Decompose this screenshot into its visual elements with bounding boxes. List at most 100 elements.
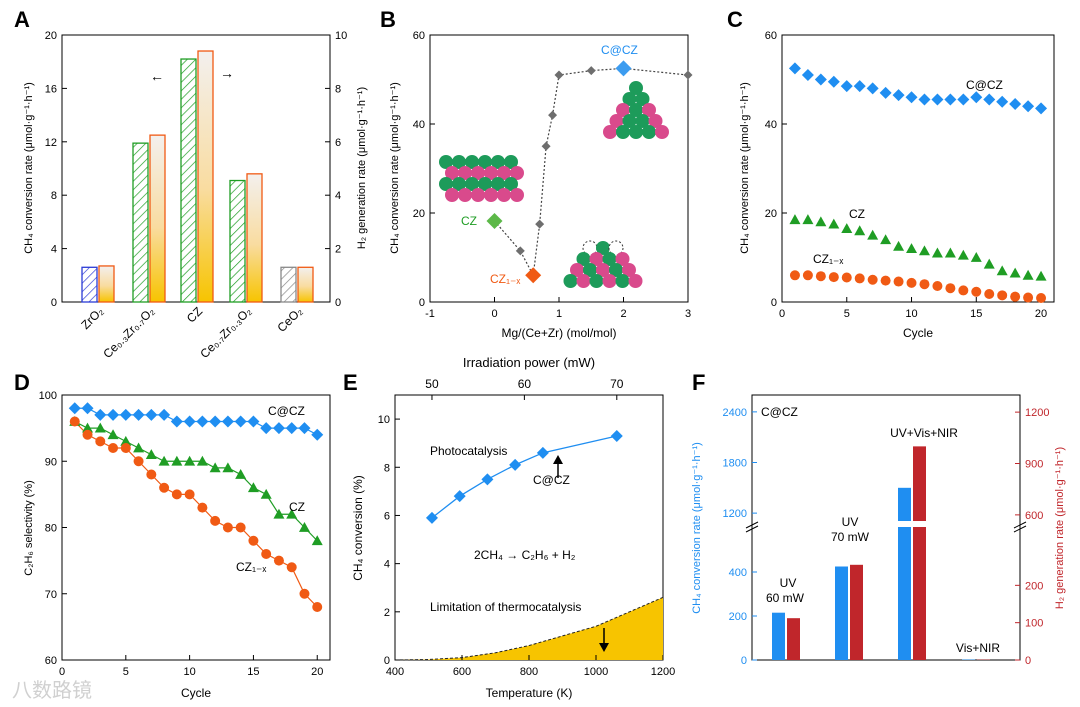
panel-c-point-czx	[1023, 292, 1034, 303]
panel-d-point-cz	[171, 455, 183, 466]
panel-a-y-tick-label: 0	[51, 297, 57, 309]
panel-d-xlabel: Cycle	[181, 686, 211, 700]
panel-c-point-czx	[997, 290, 1008, 301]
panel-b-data	[486, 60, 693, 284]
panel-c-point-czx	[919, 279, 930, 290]
panel-f-bar-ch4	[835, 566, 848, 660]
panel-a-bars	[81, 50, 314, 303]
panel-c-point-cz	[931, 247, 943, 258]
panel-e-photo-point	[610, 429, 623, 442]
panel-d-point-czx	[108, 443, 119, 453]
panel-c-xlabel: Cycle	[903, 326, 933, 340]
panel-e-y-tick-label: 4	[384, 559, 390, 571]
panel-b-y-tick-label: 60	[413, 30, 425, 42]
panel-b-atom-left	[439, 155, 453, 169]
panel-c-point-czx	[906, 277, 917, 288]
panel-b-atom-vacancy	[615, 274, 630, 288]
panel-e-y-tick-label: 8	[384, 462, 390, 474]
panel-d-point-ccz	[196, 415, 209, 428]
panel-letter-d: D	[14, 370, 30, 395]
panel-b-point	[683, 70, 693, 80]
panel-letter-b: B	[380, 7, 396, 32]
panel-e-x2-tick-label: 70	[610, 377, 624, 391]
panel-c-point-czx	[971, 286, 982, 297]
panel-c-point-cz	[841, 223, 853, 233]
panel-d-x-tick-label: 10	[183, 666, 195, 678]
panel-c-point-czx	[854, 273, 865, 284]
panel-c-point-cz	[996, 265, 1008, 276]
panel-d-point-czx	[133, 456, 144, 467]
panel-b-point-ccz	[615, 60, 632, 77]
panel-c-point-czx	[828, 272, 839, 283]
panel-d-x-tick-label: 15	[247, 666, 259, 678]
panel-c-point-czx	[867, 274, 878, 285]
panel-c: 0 20 40 60 0 5 10 15 20 C@CZ CZ CZ₁₋ₓ Cycle CH₄ …	[739, 30, 1055, 340]
panel-b-label-czx: CZ₁₋ₓ	[490, 272, 520, 286]
panel-d-point-ccz	[158, 408, 171, 421]
panel-b-label-cz: CZ	[461, 214, 477, 228]
panel-b-atom-left	[510, 166, 524, 180]
panel-b-atom-vacancy	[576, 274, 591, 288]
panel-d-axes: 60 70 80 90 100 0 5 10 15 20	[39, 390, 324, 678]
panel-d-point-ccz	[298, 422, 311, 435]
panel-b-atom-left	[491, 177, 505, 191]
panel-c-point-czx	[1010, 291, 1021, 302]
panel-c-point-ccz	[801, 69, 814, 82]
panel-d-line	[74, 420, 318, 542]
panel-f-label-uv2b: 70 mW	[831, 530, 870, 544]
panel-c-point-cz	[957, 249, 969, 260]
panel-c-point-czx	[802, 270, 813, 281]
panel-c-point-cz	[1022, 269, 1034, 280]
panel-a-bar-h2	[297, 266, 314, 303]
panel-d-point-cz	[273, 508, 285, 519]
panel-a-bar-h2	[197, 50, 214, 303]
panel-b-connector-line	[494, 67, 689, 278]
panel-b-label-ccz: C@CZ	[601, 43, 638, 57]
panel-e-y-tick-label: 0	[384, 655, 390, 667]
panel-a-y-tick-label: 4	[51, 244, 57, 256]
panel-b-atom-vacancy	[570, 263, 584, 277]
panel-c-point-ccz	[866, 82, 879, 95]
panel-b-y-tick-label: 40	[413, 119, 425, 131]
panel-b-atom-left	[452, 177, 466, 191]
panel-b-atom-vacancy	[576, 252, 591, 266]
panel-c-point-czx	[1036, 292, 1047, 303]
panel-d-point-ccz	[260, 422, 273, 435]
panel-c-point-ccz	[931, 93, 944, 106]
panel-d-label-ccz: C@CZ	[268, 404, 305, 418]
panel-c-point-czx	[841, 272, 852, 283]
panel-b-ylabel: CH₄ conversion rate (μmol·g⁻¹·h⁻¹)	[389, 82, 401, 254]
panel-d-point-cz	[158, 455, 170, 466]
panel-d-y-tick-label: 70	[45, 589, 57, 601]
panel-e-arrow-up-head	[553, 455, 563, 464]
panel-b-atom-left	[465, 177, 479, 191]
panel-d-point-czx	[197, 502, 208, 513]
panel-e: 0 2 4 6 8 10 400 600 800 1000 1200 50 60 70 Photocata…	[351, 355, 675, 700]
panel-f-break-mark	[1013, 525, 1027, 533]
panel-c-data	[788, 62, 1048, 303]
panel-c-y-tick-label: 20	[765, 208, 777, 220]
panel-f-y-tick-label: 2400	[723, 407, 747, 419]
panel-c-point-ccz	[827, 75, 840, 88]
panel-f-break-mark	[745, 521, 759, 529]
panel-e-label-limit: Limitation of thermocatalysis	[430, 600, 581, 614]
panel-c-point-ccz	[1035, 102, 1048, 115]
panel-c-point-ccz	[892, 89, 905, 102]
panel-b-atom-pyramid	[622, 92, 637, 106]
panel-e-x2label: Irradiation power (mW)	[463, 355, 595, 370]
panel-c-point-ccz	[788, 62, 801, 75]
panel-e-y-tick-label: 10	[378, 414, 390, 426]
panel-d-point-ccz	[145, 408, 158, 421]
panel-f-y2-tick-label: 1200	[1025, 407, 1049, 419]
panel-e-x-tick-label: 600	[453, 666, 471, 678]
panel-e-reaction: 2CH₄ → C₂H₆ + H₂	[474, 548, 576, 562]
panel-a-bar-ch4	[132, 142, 149, 303]
panel-a-bar-h2	[98, 265, 115, 303]
panel-c-frame	[781, 34, 1055, 303]
panel-b-atom-vacancy	[563, 274, 578, 288]
panel-c-x-tick-label: 15	[970, 308, 982, 320]
panel-b-atom-left	[445, 188, 459, 202]
panel-b-atom-vacancy	[622, 263, 636, 277]
panel-b-x-tick-label: 1	[556, 308, 562, 320]
